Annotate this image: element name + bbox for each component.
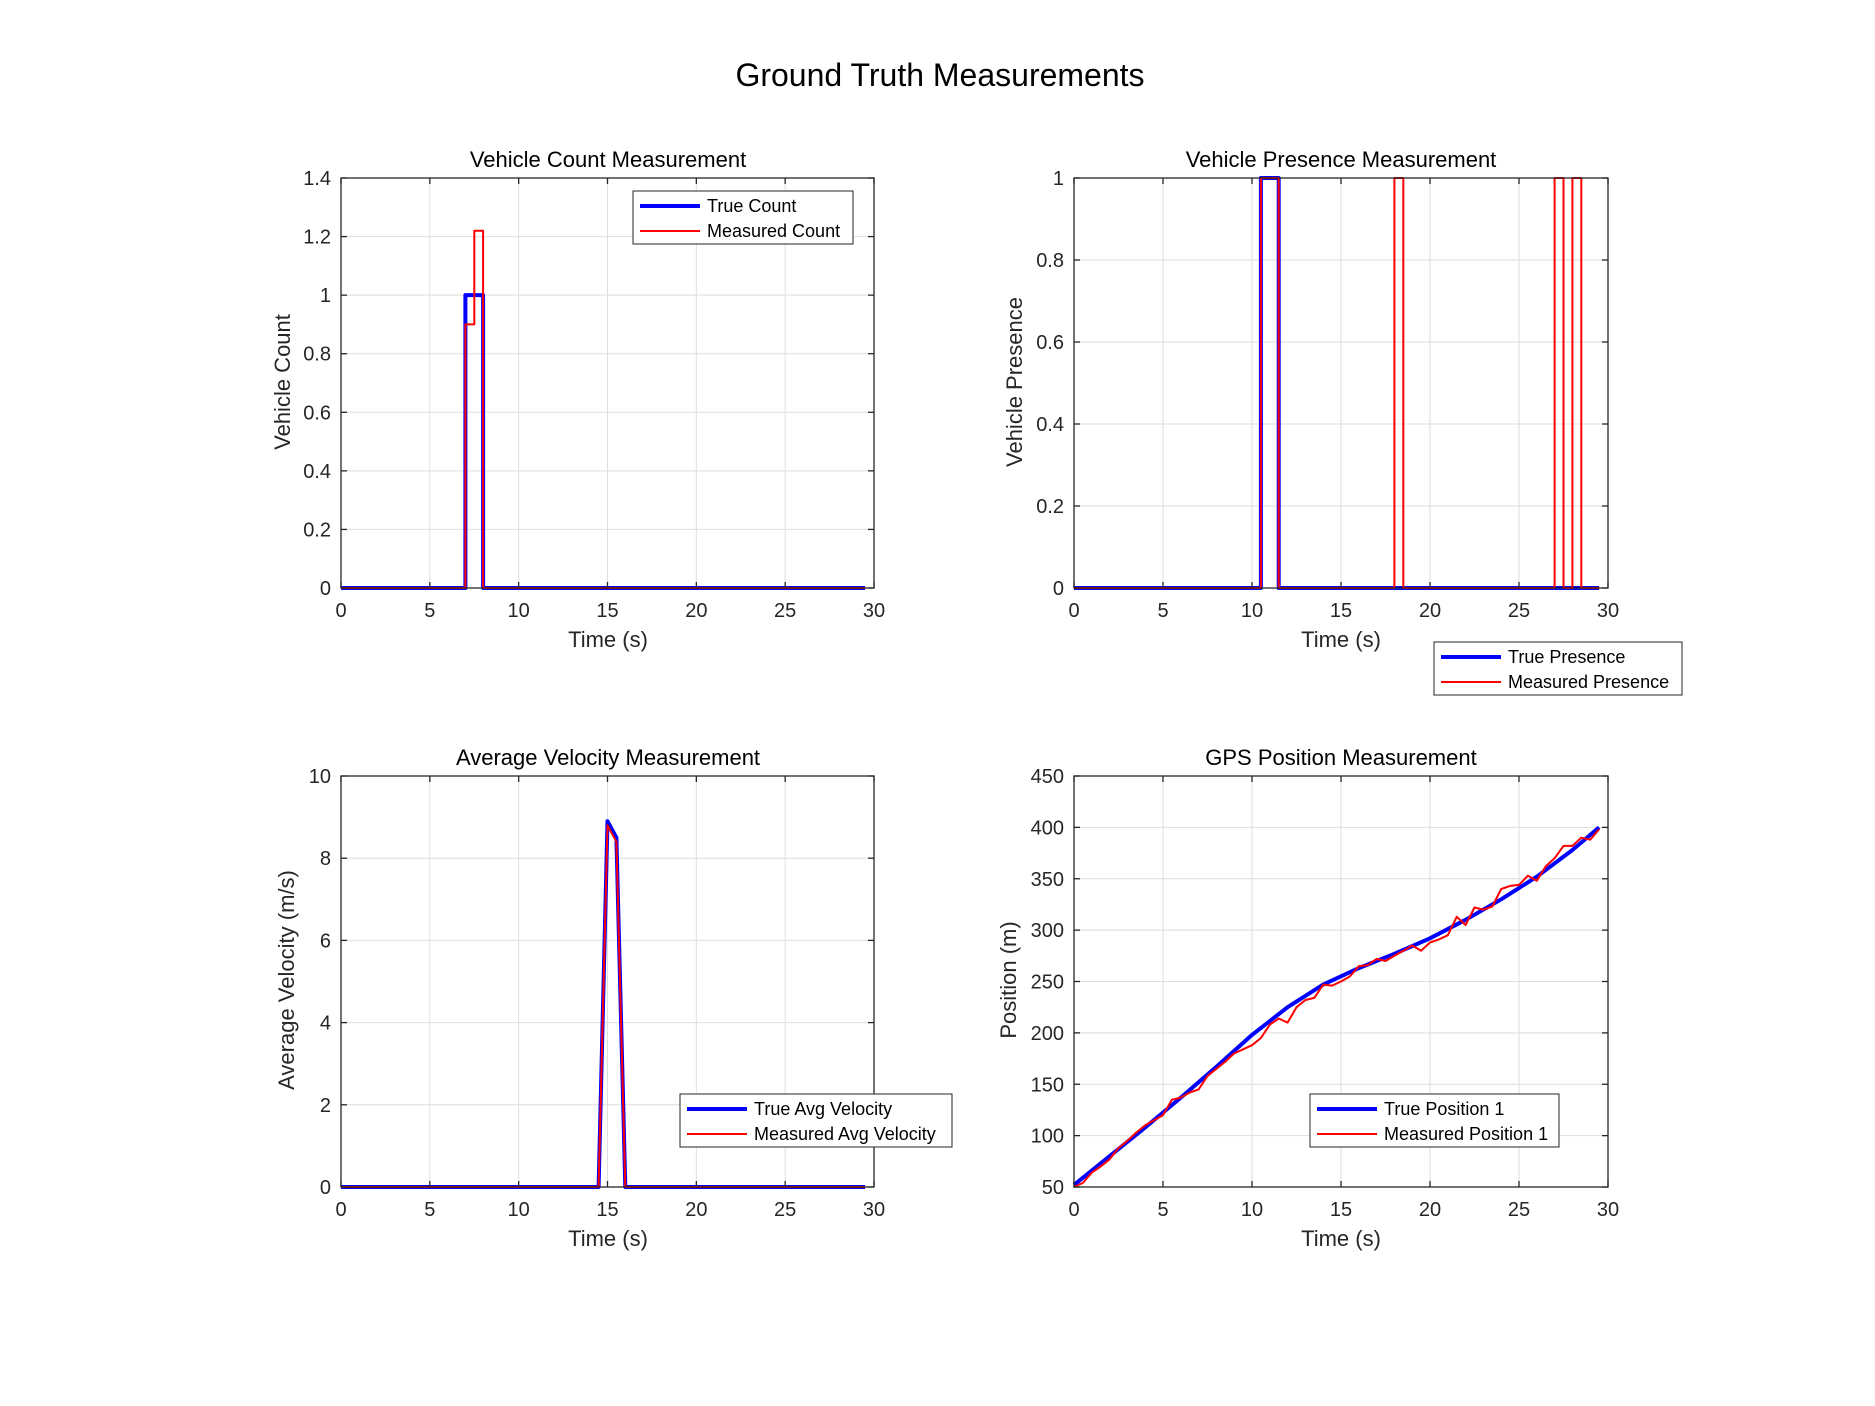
plot-area — [1073, 177, 1609, 589]
x-tick-label: 10 — [508, 1199, 530, 1221]
legend-label: Measured Position 1 — [1384, 1124, 1548, 1144]
y-axis-label: Vehicle Presence — [1002, 297, 1027, 467]
y-axis-label: Average Velocity (m/s) — [274, 870, 299, 1090]
series-line-true-position-1 — [1072, 825, 1601, 1187]
x-tick-label: 0 — [1068, 1199, 1079, 1221]
vehicle-presence-chart: Vehicle Presence Measurement Time (s) Ve… — [1002, 147, 1683, 696]
y-tick-label: 400 — [1031, 817, 1064, 839]
y-tick-label: 450 — [1031, 766, 1064, 788]
legend-label: Measured Avg Velocity — [754, 1124, 936, 1144]
x-tick-label: 20 — [1419, 1199, 1441, 1221]
x-tick-label: 10 — [1241, 600, 1263, 622]
x-tick-label: 10 — [508, 600, 530, 622]
y-axis-label: Position (m) — [996, 921, 1021, 1038]
y-tick-label: 250 — [1031, 972, 1064, 994]
x-tick-label: 0 — [1068, 600, 1079, 622]
y-tick-label: 0 — [320, 1177, 331, 1199]
y-tick-label: 200 — [1031, 1023, 1064, 1045]
legend-label: Measured Count — [707, 221, 840, 241]
chart-title: Average Velocity Measurement — [456, 745, 760, 770]
y-tick-label: 0.4 — [303, 461, 331, 483]
y-tick-label: 0 — [320, 578, 331, 600]
chart-title: GPS Position Measurement — [1205, 745, 1476, 770]
y-tick-label: 10 — [309, 766, 331, 788]
y-tick-label: 2 — [320, 1095, 331, 1117]
series-group — [1072, 825, 1601, 1188]
x-tick-label: 25 — [774, 600, 796, 622]
x-tick-label: 5 — [1157, 600, 1168, 622]
chart-title: Vehicle Presence Measurement — [1186, 147, 1497, 172]
x-tick-label: 0 — [335, 1199, 346, 1221]
y-tick-label: 300 — [1031, 920, 1064, 942]
legend-box — [679, 1093, 953, 1148]
x-tick-label: 30 — [863, 1199, 885, 1221]
x-axis-label: Time (s) — [568, 1226, 648, 1251]
x-tick-label: 0 — [335, 600, 346, 622]
y-tick-label: 6 — [320, 930, 331, 952]
series-line-measured-position-1 — [1073, 828, 1600, 1188]
x-tick-label: 5 — [424, 600, 435, 622]
x-tick-label: 5 — [424, 1199, 435, 1221]
y-tick-label: 100 — [1031, 1126, 1064, 1148]
y-tick-label: 8 — [320, 848, 331, 870]
x-tick-label: 20 — [1419, 600, 1441, 622]
y-axis-label: Vehicle Count — [270, 314, 295, 450]
legend-box — [1433, 641, 1683, 696]
legend-label: True Position 1 — [1384, 1099, 1504, 1119]
y-tick-label: 0.2 — [303, 519, 331, 541]
x-tick-label: 30 — [1597, 1199, 1619, 1221]
y-tick-label: 0.4 — [1036, 414, 1064, 436]
x-axis-label: Time (s) — [1301, 627, 1381, 652]
legend: True Position 1 Measured Position 1 — [1309, 1093, 1560, 1148]
y-tick-label: 50 — [1042, 1177, 1064, 1199]
legend-label: True Presence — [1508, 647, 1625, 667]
x-tick-label: 15 — [1330, 1199, 1352, 1221]
vehicle-count-chart: Vehicle Count Measurement Time (s) Vehic… — [270, 147, 885, 652]
x-axis-label: Time (s) — [1301, 1226, 1381, 1251]
x-tick-label: 20 — [685, 1199, 707, 1221]
y-tick-label: 1.4 — [303, 168, 331, 190]
x-tick-label: 20 — [685, 600, 707, 622]
legend-box — [632, 190, 854, 245]
x-tick-label: 15 — [596, 600, 618, 622]
y-tick-label: 0.8 — [1036, 250, 1064, 272]
x-tick-label: 15 — [1330, 600, 1352, 622]
gps-position-chart: GPS Position Measurement Time (s) Positi… — [996, 745, 1619, 1251]
series-line-measured-count — [341, 229, 866, 589]
average-velocity-chart: Average Velocity Measurement Time (s) Av… — [274, 745, 953, 1251]
y-tick-label: 1.2 — [303, 227, 331, 249]
x-tick-label: 25 — [1508, 600, 1530, 622]
x-tick-label: 15 — [596, 1199, 618, 1221]
legend: True Presence Measured Presence — [1433, 641, 1683, 696]
legend-label: True Count — [707, 196, 796, 216]
y-tick-label: 350 — [1031, 869, 1064, 891]
y-tick-label: 0.2 — [1036, 496, 1064, 518]
y-tick-label: 0.8 — [303, 344, 331, 366]
legend: True Count Measured Count — [632, 190, 854, 245]
x-tick-label: 10 — [1241, 1199, 1263, 1221]
x-tick-label: 30 — [863, 600, 885, 622]
chart-title: Vehicle Count Measurement — [470, 147, 746, 172]
x-tick-label: 5 — [1157, 1199, 1168, 1221]
x-tick-label: 25 — [1508, 1199, 1530, 1221]
y-tick-label: 4 — [320, 1013, 331, 1035]
y-tick-label: 0.6 — [1036, 332, 1064, 354]
legend-label: Measured Presence — [1508, 672, 1669, 692]
y-tick-label: 1 — [1053, 168, 1064, 190]
legend: True Avg Velocity Measured Avg Velocity — [679, 1093, 953, 1148]
y-tick-label: 0 — [1053, 578, 1064, 600]
x-tick-label: 30 — [1597, 600, 1619, 622]
legend-box — [1309, 1093, 1560, 1148]
y-tick-label: 150 — [1031, 1074, 1064, 1096]
plot-area — [340, 177, 875, 589]
y-tick-label: 1 — [320, 285, 331, 307]
figure-title: Ground Truth Measurements — [735, 57, 1144, 93]
x-axis-label: Time (s) — [568, 627, 648, 652]
y-tick-label: 0.6 — [303, 402, 331, 424]
x-tick-label: 25 — [774, 1199, 796, 1221]
legend-label: True Avg Velocity — [754, 1099, 892, 1119]
